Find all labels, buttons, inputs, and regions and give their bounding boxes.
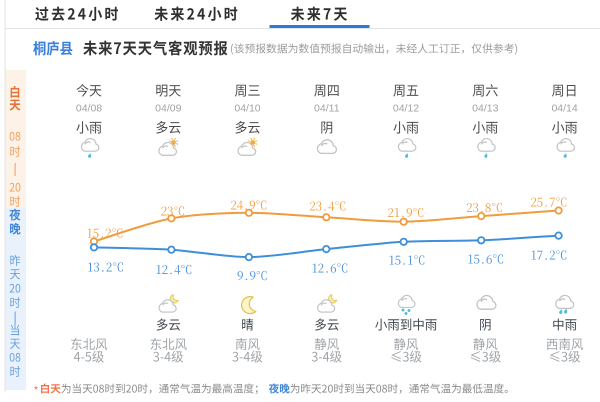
svg-text:04/13: 04/13 [472, 103, 498, 115]
svg-text:04/11: 04/11 [314, 103, 340, 115]
svg-text:04/08: 04/08 [76, 103, 102, 115]
svg-text:04/10: 04/10 [234, 103, 260, 115]
svg-text:04/14: 04/14 [551, 103, 577, 115]
svg-text:04/12: 04/12 [393, 103, 419, 115]
svg-text:04/09: 04/09 [155, 103, 181, 115]
